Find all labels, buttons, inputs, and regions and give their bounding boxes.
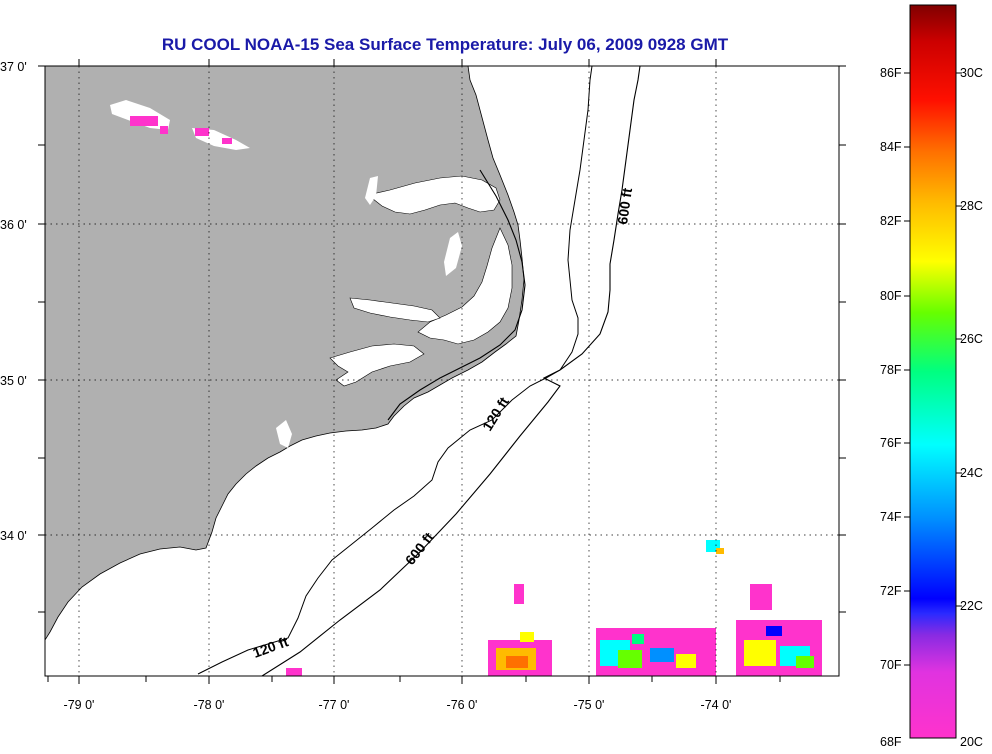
colorbar-label-68f: 68F [880, 735, 902, 749]
colorbar-label-78f: 78F [880, 363, 902, 377]
lat-label-36: 36 0' [0, 218, 27, 232]
lon-label-74: -74 0' [701, 698, 732, 712]
isobath-label-600ft-north: 600 ft [614, 187, 635, 226]
map-title: RU COOL NOAA-15 Sea Surface Temperature:… [162, 35, 729, 54]
longitude-axis [47, 59, 781, 684]
colorbar-label-74f: 74F [880, 510, 902, 524]
pamlico-river [349, 297, 441, 323]
lon-label-77: -77 0' [319, 698, 350, 712]
colorbar-label-84f: 84F [880, 140, 902, 154]
map-area [45, 66, 839, 676]
outer-banks [387, 169, 526, 421]
lat-label-37: 37 0' [0, 60, 27, 74]
colorbar-label-22c: 22C [960, 599, 983, 613]
latitude-axis [38, 65, 846, 613]
colorbar-label-86f: 86F [880, 66, 902, 80]
pamlico-sound [417, 227, 513, 345]
lon-label-78: -78 0' [194, 698, 225, 712]
colorbar-label-30c: 30C [960, 66, 983, 80]
colorbar: 86F 84F 82F 80F 78F 76F 74F 72F 70F 68F … [880, 4, 983, 749]
colorbar-label-26c: 26C [960, 332, 983, 346]
colorbar-label-82f: 82F [880, 214, 902, 228]
isobath-120ft [197, 66, 593, 675]
lat-label-35: 35 0' [0, 374, 27, 388]
colorbar-label-28c: 28C [960, 199, 983, 213]
lon-label-75: -75 0' [574, 698, 605, 712]
colorbar-gradient [909, 4, 957, 739]
colorbar-label-20c: 20C [960, 735, 983, 749]
colorbar-label-76f: 76F [880, 436, 902, 450]
lon-label-79: -79 0' [64, 698, 95, 712]
neuse-river [329, 343, 425, 387]
isobath-600ft [261, 66, 641, 676]
map-border [44, 65, 840, 677]
colorbar-label-24c: 24C [960, 466, 983, 480]
colorbar-label-80f: 80F [880, 289, 902, 303]
albemarle-sound [367, 175, 501, 215]
inland-water-1 [365, 176, 378, 205]
colorbar-label-72f: 72F [880, 584, 902, 598]
lat-label-34: 34 0' [0, 529, 27, 543]
inland-water-2 [444, 232, 462, 276]
lon-label-76: -76 0' [447, 698, 478, 712]
sst-data-patches [130, 116, 822, 676]
inland-water-3 [276, 420, 292, 448]
colorbar-label-70f: 70F [880, 658, 902, 672]
graticule [45, 66, 839, 676]
